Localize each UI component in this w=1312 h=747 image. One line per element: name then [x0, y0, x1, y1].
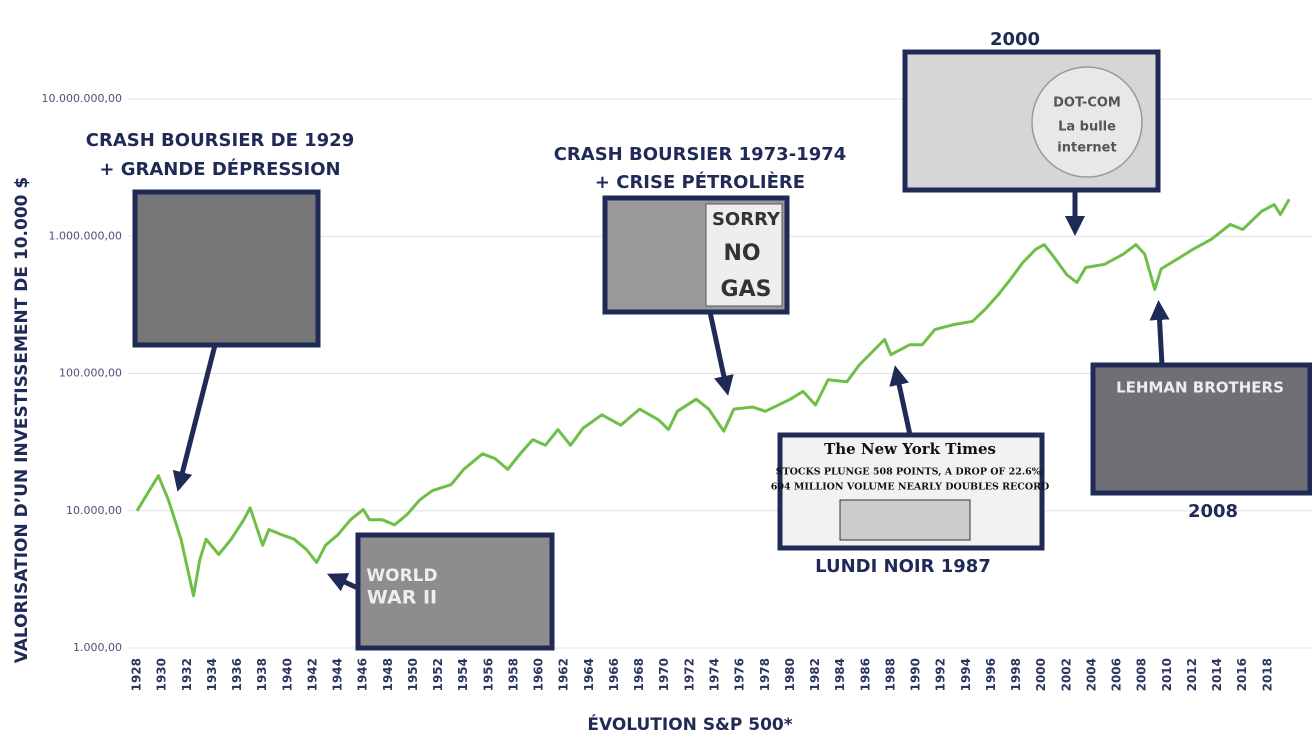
image-text: La bulle	[1058, 120, 1116, 135]
x-tick-label: 1982	[808, 658, 822, 691]
x-tick-label: 1998	[1009, 658, 1023, 691]
x-tick-label: 2016	[1235, 658, 1249, 691]
x-tick-label: 1976	[733, 658, 747, 691]
x-tick-label: 1964	[582, 658, 596, 691]
annotation: + GRANDE DÉPRESSION	[99, 158, 340, 180]
annotation: 2008	[1188, 501, 1238, 522]
x-tick-label: 1980	[783, 658, 797, 691]
x-tick-label: 1948	[381, 658, 395, 691]
image-text: The New York Times	[824, 440, 996, 458]
x-tick-label: 1992	[934, 658, 948, 691]
x-tick-label: 1940	[280, 658, 294, 691]
y-tick-label: 10.000.000,00	[42, 92, 122, 105]
image-text: 604 MILLION VOLUME NEARLY DOUBLES RECORD	[771, 482, 1050, 493]
x-tick-label: 2004	[1084, 658, 1098, 691]
x-tick-label: 1932	[180, 658, 194, 691]
x-tick-label: 2006	[1110, 658, 1124, 691]
x-tick-label: 1958	[506, 658, 520, 691]
annotation: + CRISE PÉTROLIÈRE	[595, 171, 805, 193]
x-tick-label: 1938	[255, 658, 269, 691]
x-tick-label: 1944	[331, 658, 345, 691]
x-tick-label: 2012	[1185, 658, 1199, 691]
x-tick-label: 1996	[984, 658, 998, 691]
x-tick-label: 1934	[205, 658, 219, 691]
y-tick-label: 100.000,00	[59, 367, 122, 380]
image-text: WAR II	[367, 587, 437, 609]
annotation: CRASH BOURSIER DE 1929	[86, 130, 354, 151]
chart: 1.000,00 10.000,00 100.000,00 1.000.000,00 1…	[0, 0, 1312, 747]
x-tick-label: 1954	[456, 658, 470, 691]
image-text: NO	[723, 241, 760, 266]
x-tick-label: 1978	[758, 658, 772, 691]
x-tick-label: 1936	[230, 658, 244, 691]
y-tick-label: 1.000,00	[73, 641, 122, 654]
y-tick-label: 10.000,00	[66, 504, 122, 517]
x-tick-label: 1984	[833, 658, 847, 691]
x-tick-label: 1994	[959, 658, 973, 691]
x-tick-label: 2018	[1260, 658, 1274, 691]
annotation: 2000	[990, 29, 1040, 50]
image-text: DOT-COM	[1053, 96, 1121, 111]
arrow	[1159, 310, 1162, 365]
image-text: LEHMAN BROTHERS	[1116, 379, 1284, 397]
x-tick-label: 1968	[632, 658, 646, 691]
x-tick-label: 1988	[883, 658, 897, 691]
x-tick-label: 1974	[708, 658, 722, 691]
x-tick-label: 1930	[155, 658, 169, 691]
image-text: SORRY	[712, 209, 781, 230]
y-tick-label: 1.000.000,00	[49, 229, 122, 242]
y-axis-title: VALORISATION D’UN INVESTISSEMENT DE 10.0…	[12, 177, 32, 663]
x-tick-label: 2014	[1210, 658, 1224, 691]
image-text: WORLD	[366, 566, 437, 586]
x-tick-label: 2000	[1034, 658, 1048, 691]
x-tick-label: 1966	[607, 658, 621, 691]
x-tick-label: 1990	[909, 658, 923, 691]
x-tick-label: 1946	[356, 658, 370, 691]
annotation: LUNDI NOIR 1987	[815, 556, 991, 577]
x-tick-label: 1950	[406, 658, 420, 691]
arrow	[897, 375, 910, 435]
x-tick-label: 2002	[1059, 658, 1073, 691]
x-tick-label: 1986	[858, 658, 872, 691]
x-tick-label: 1956	[481, 658, 495, 691]
x-tick-label: 2008	[1135, 658, 1149, 691]
x-tick-label: 1962	[557, 658, 571, 691]
x-tick-label: 1952	[431, 658, 445, 691]
x-tick-label: 1972	[682, 658, 696, 691]
x-tick-label: 2010	[1160, 658, 1174, 691]
newspaper-chart	[840, 500, 970, 540]
image-text: internet	[1057, 141, 1116, 156]
x-axis-title: ÉVOLUTION S&P 500*	[587, 713, 792, 735]
arrow	[180, 345, 215, 482]
x-tick-label: 1960	[532, 658, 546, 691]
x-tick-label: 1928	[130, 658, 144, 691]
image-panel	[135, 192, 318, 345]
image-text: STOCKS PLUNGE 508 POINTS, A DROP OF 22.6…	[776, 467, 1045, 478]
image-text: GAS	[721, 277, 772, 302]
arrow	[710, 312, 726, 386]
x-tick-label: 1970	[657, 658, 671, 691]
x-tick-label: 1942	[305, 658, 319, 691]
annotation: CRASH BOURSIER 1973-1974	[554, 144, 847, 165]
